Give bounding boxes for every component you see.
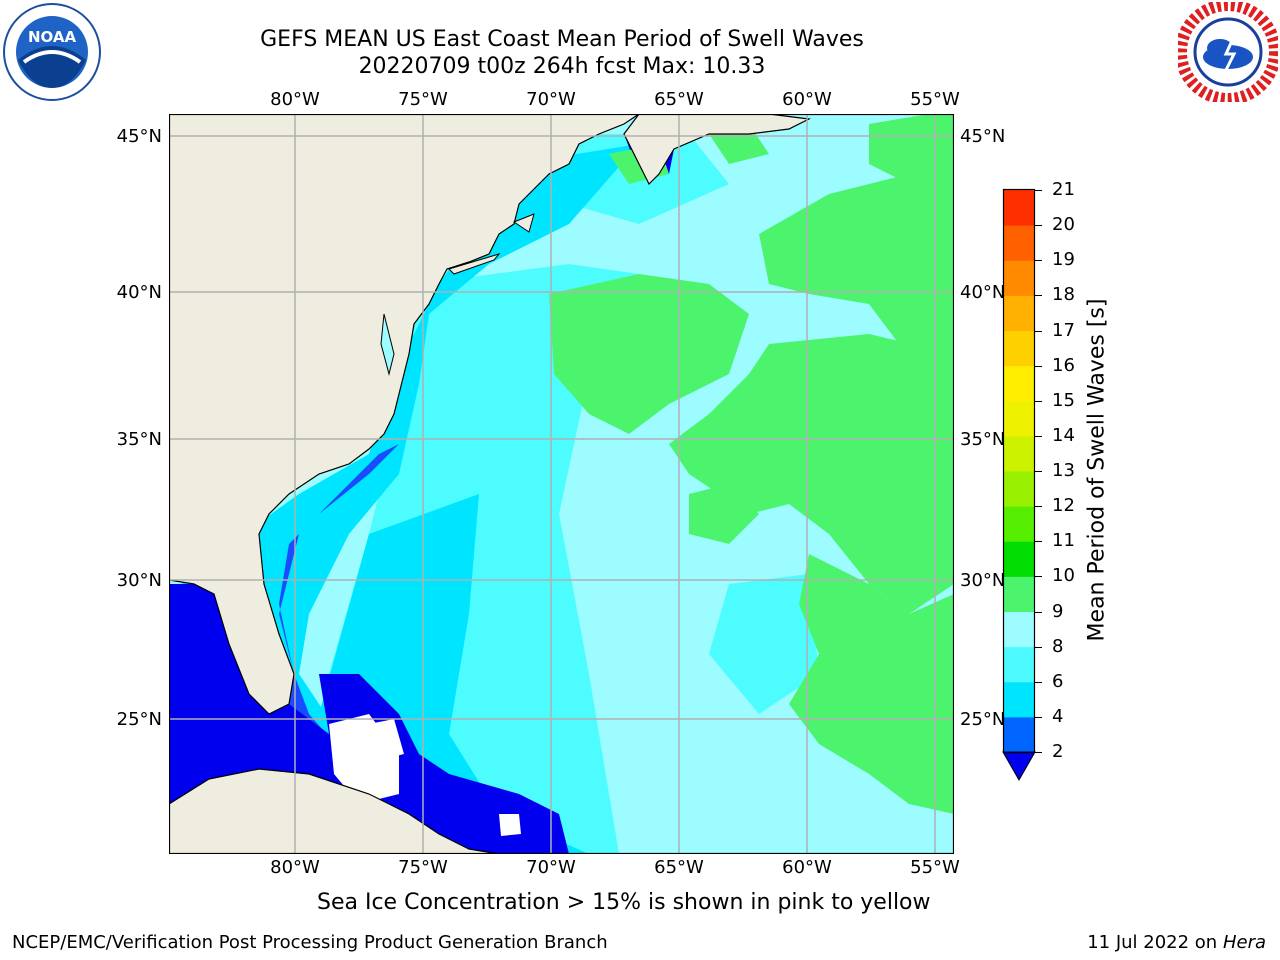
- colorbar-segment: [1004, 506, 1034, 542]
- nws-logo: [1175, 0, 1280, 105]
- colorbar-tick-label: 11: [1052, 530, 1075, 552]
- colorbar-tick-label: 2: [1052, 741, 1064, 762]
- colorbar-tick-label: 13: [1052, 460, 1075, 481]
- colorbar-segment: [1004, 576, 1034, 612]
- colorbar-segment: [1004, 190, 1034, 226]
- colorbar-label: Mean Period of Swell Waves [s]: [1084, 298, 1110, 642]
- colorbar-tick-label: 9: [1052, 600, 1064, 622]
- colorbar-segment: [1004, 681, 1034, 718]
- us-east-coast-land: [169, 114, 641, 715]
- bahamas-bank-small: [369, 719, 404, 759]
- colorbar-segment: [1004, 225, 1034, 261]
- lon-label-bottom-75w: 75°W: [398, 857, 448, 878]
- colorbar-tick-label: 15: [1052, 389, 1075, 411]
- colorbar-segment: [1004, 295, 1034, 331]
- lon-label-top-70w: 70°W: [526, 89, 576, 110]
- colorbar-tick-label: 12: [1052, 495, 1075, 517]
- lat-label-left-30n: 30°N: [116, 570, 162, 591]
- long-island: [448, 253, 501, 275]
- colorbar-tick-mark: [1034, 471, 1042, 472]
- lat-label-left-35n: 35°N: [116, 429, 162, 450]
- footer-producer: NCEP/EMC/Verification Post Processing Pr…: [12, 932, 608, 953]
- colorbar-segment: [1004, 400, 1034, 437]
- lon-label-top-55w: 55°W: [910, 89, 960, 110]
- colorbar-tick-label: 4: [1052, 705, 1064, 727]
- colorbar-under-arrow: [1002, 751, 1036, 782]
- bahamas-bank-east: [499, 814, 521, 836]
- lon-label-top-65w: 65°W: [654, 89, 704, 110]
- colorbar-tick-mark: [1034, 541, 1042, 543]
- colorbar-tick-label: 18: [1052, 284, 1075, 306]
- lon-label-bottom-55w: 55°W: [910, 857, 960, 878]
- colorbar-tick-mark: [1034, 260, 1042, 262]
- colorbar-segment: [1004, 435, 1034, 472]
- sea-ice-note: Sea Ice Concentration > 15% is shown in …: [317, 890, 931, 915]
- map-title: GEFS MEAN US East Coast Mean Period of S…: [260, 27, 864, 52]
- cuba-land: [169, 768, 500, 854]
- colorbar-tick-label: 8: [1052, 635, 1064, 657]
- colorbar-tick-mark: [1034, 681, 1042, 683]
- lat-label-right-30n: 30°N: [960, 570, 1006, 591]
- colorbar-tick-mark: [1034, 365, 1042, 367]
- colorbar-segment: [1004, 646, 1034, 683]
- lon-label-top-80w: 80°W: [270, 89, 320, 110]
- swell-zone-9-10: [549, 114, 954, 814]
- footer-host: Hera: [1222, 932, 1266, 953]
- lat-label-left-40n: 40°N: [116, 282, 162, 303]
- lat-label-right-35n: 35°N: [960, 429, 1006, 450]
- colorbar-segment: [1004, 541, 1034, 577]
- colorbar-tick-mark: [1034, 611, 1042, 613]
- colorbar-segment: [1004, 260, 1034, 296]
- colorbar-tick-mark: [1034, 295, 1042, 297]
- noaa-logo-text: NOAA: [28, 28, 77, 46]
- colorbar-tick-label: 16: [1052, 354, 1075, 376]
- colorbar-tick-mark: [1034, 576, 1042, 578]
- swell-zone-6-8-east: [709, 574, 819, 714]
- colorbar-tick-mark: [1034, 716, 1042, 718]
- lat-label-left-25n: 25°N: [116, 709, 162, 730]
- colorbar-segment: [1004, 611, 1034, 648]
- lon-label-top-75w: 75°W: [398, 89, 448, 110]
- graticule: [169, 114, 954, 854]
- colorbar-segment: [1004, 330, 1034, 367]
- footer-date-text: 11 Jul 2022 on: [1087, 932, 1223, 953]
- colorbar-segment: [1004, 471, 1034, 507]
- colorbar-tick-label: 17: [1052, 319, 1075, 341]
- lon-label-bottom-70w: 70°W: [526, 857, 576, 878]
- lon-label-top-60w: 60°W: [782, 89, 832, 110]
- colorbar-tick-mark: [1034, 752, 1042, 753]
- lon-label-bottom-65w: 65°W: [654, 857, 704, 878]
- chesapeake-bay: [380, 313, 395, 376]
- colorbar-tick-mark: [1034, 435, 1042, 437]
- colorbar-tick-label: 6: [1052, 670, 1064, 692]
- colorbar-tick-label: 10: [1052, 565, 1075, 587]
- colorbar-tick-label: 20: [1052, 214, 1075, 236]
- colorbar-tick-mark: [1034, 646, 1042, 648]
- map-subtitle: 20220709 t00z 264h fcst Max: 10.33: [358, 54, 766, 79]
- cape-cod: [512, 213, 535, 233]
- lat-label-left-45n: 45°N: [116, 126, 162, 147]
- swell-period-map: [169, 114, 954, 854]
- colorbar-segment: [1004, 716, 1034, 753]
- lon-label-bottom-60w: 60°W: [782, 857, 832, 878]
- colorbar-tick-label: 21: [1052, 179, 1075, 200]
- colorbar-tick-mark: [1034, 190, 1042, 191]
- colorbar-tick-mark: [1034, 506, 1042, 508]
- lon-label-bottom-80w: 80°W: [270, 857, 320, 878]
- colorbar-tick-mark: [1034, 400, 1042, 402]
- footer-date: 11 Jul 2022 on Hera: [1087, 932, 1266, 953]
- colorbar-tick-label: 14: [1052, 424, 1075, 446]
- lat-label-right-40n: 40°N: [960, 282, 1006, 303]
- lat-label-right-45n: 45°N: [960, 126, 1006, 147]
- noaa-logo: NOAA: [2, 2, 102, 102]
- colorbar: [1002, 188, 1036, 782]
- map-frame: [169, 114, 954, 854]
- colorbar-tick-mark: [1034, 225, 1042, 227]
- colorbar-tick-mark: [1034, 330, 1042, 332]
- lat-label-right-25n: 25°N: [960, 709, 1006, 730]
- colorbar-tick-label: 19: [1052, 249, 1075, 271]
- nova-scotia-land: [623, 114, 812, 186]
- colorbar-segment: [1004, 365, 1034, 402]
